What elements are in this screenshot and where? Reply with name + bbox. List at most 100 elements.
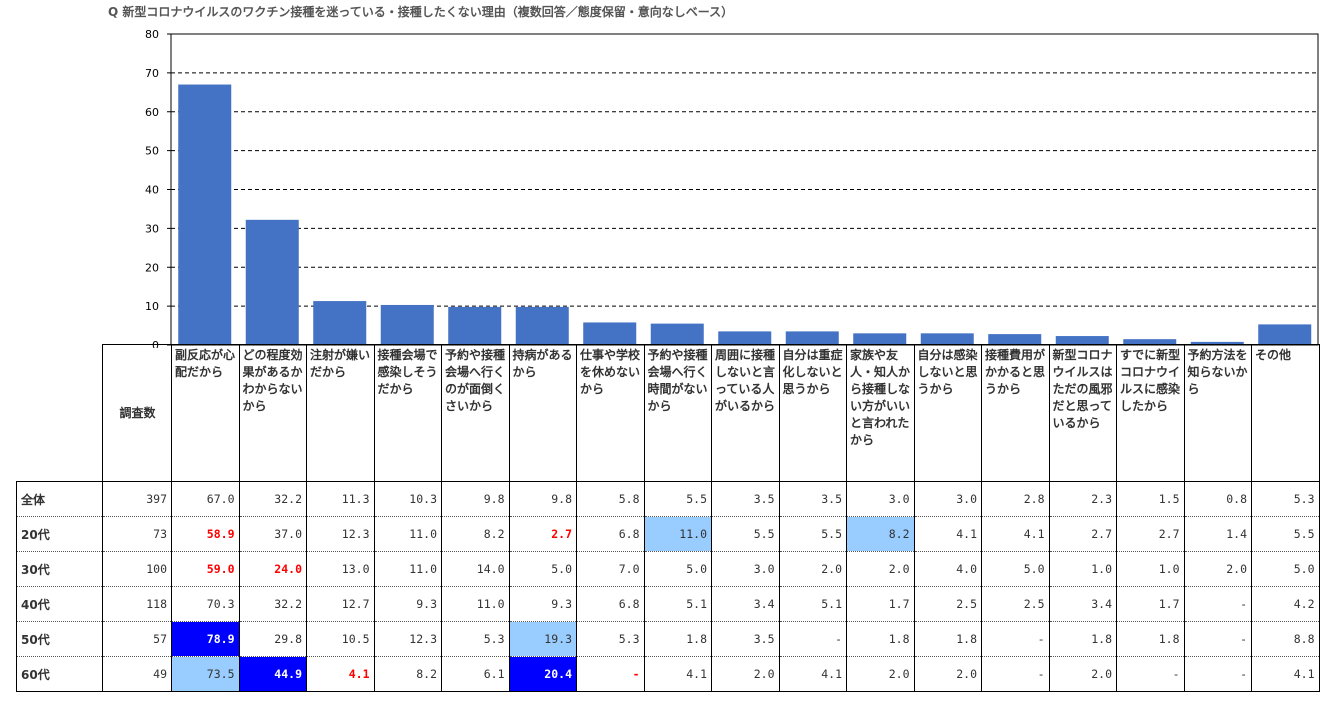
table-cell: 8.2 [846, 516, 915, 552]
table-cell: 4.1 [913, 516, 982, 552]
table-cell: 5.1 [643, 586, 712, 622]
category-header: 副反応が心配だから [171, 344, 240, 482]
table-row: 全体 397 67.0 32.2 11.3 10.3 9.8 9.8 5.8 5.5 3.5 3.5 3… [16, 481, 1320, 517]
y-tick-label: 50 [145, 145, 159, 158]
table-cell: 2.0 [1183, 551, 1252, 587]
table-cell: 24.0 [238, 551, 307, 587]
bar [583, 322, 637, 345]
bar [1055, 336, 1109, 345]
y-tick-label: 10 [145, 300, 159, 313]
bar [448, 306, 502, 345]
table-cell: 2.0 [846, 656, 915, 692]
category-header: 自分は感染しないと思うから [913, 344, 982, 482]
y-tick-label: 0 [152, 339, 159, 348]
bar [178, 84, 232, 345]
table-cell: 11.0 [441, 586, 510, 622]
row-count: 57 [102, 621, 172, 657]
bar [853, 333, 907, 345]
table-cell: 37.0 [238, 516, 307, 552]
table-cell: 5.0 [643, 551, 712, 587]
table-cell: 20.4 [508, 656, 577, 692]
table-row: 40代 118 70.3 32.2 12.7 9.3 11.0 9.3 6.8 5.1 3.4 5.1… [16, 586, 1320, 622]
table-cell: 4.1 [1251, 656, 1320, 692]
row-label: 20代 [16, 516, 103, 552]
category-header: 新型コロナウイルスはただの風邪だと思っているから [1048, 344, 1117, 482]
table-cell: 8.8 [1251, 621, 1320, 657]
table-cell: 3.0 [711, 551, 780, 587]
table-cell: 1.8 [643, 621, 712, 657]
category-header: 予約方法を知らないから [1183, 344, 1252, 482]
table-cell: 4.1 [643, 656, 712, 692]
table-cell: 3.0 [913, 481, 982, 517]
table-cell: 3.4 [711, 586, 780, 622]
table-cell: 1.0 [1048, 551, 1117, 587]
table-cell: 9.3 [508, 586, 577, 622]
table-cell: 14.0 [441, 551, 510, 587]
bar [920, 333, 974, 345]
table-cell: 1.8 [846, 621, 915, 657]
table-cell: 4.1 [778, 656, 847, 692]
table-cell: 9.8 [441, 481, 510, 517]
table-cell: 5.3 [441, 621, 510, 657]
category-header: すでに新型コロナウイルスに感染したから [1116, 344, 1185, 482]
table-cell: 1.8 [913, 621, 982, 657]
category-header: 接種会場で感染しそうだから [373, 344, 442, 482]
table-cell: 8.2 [441, 516, 510, 552]
table-row: 30代 100 59.0 24.0 13.0 11.0 14.0 5.0 7.0 5.0 3.0 2.… [16, 551, 1320, 587]
table-cell: 2.0 [1048, 656, 1117, 692]
category-header: 接種費用がかかると思うから [981, 344, 1050, 482]
bar [313, 301, 367, 345]
table-cell: 5.5 [643, 481, 712, 517]
category-header: その他 [1251, 344, 1320, 482]
category-header: 周囲に接種しないと言っている人がいるから [711, 344, 780, 482]
category-header: 自分は重症化しないと思うから [778, 344, 847, 482]
category-header: 持病があるから [508, 344, 577, 482]
table-cell: 11.3 [306, 481, 375, 517]
table-cell: 5.1 [778, 586, 847, 622]
table-cell: 5.5 [1251, 516, 1320, 552]
table-cell: 1.7 [1116, 586, 1185, 622]
table-cell: 44.9 [238, 656, 307, 692]
table-cell: 3.5 [711, 621, 780, 657]
row-count: 100 [102, 551, 172, 587]
table-cell: 5.5 [711, 516, 780, 552]
bar [515, 306, 569, 345]
table-cell: 9.3 [373, 586, 442, 622]
table-cell: 5.3 [576, 621, 645, 657]
table-cell: - [576, 656, 645, 692]
table-cell: 13.0 [306, 551, 375, 587]
table-cell: 29.8 [238, 621, 307, 657]
table-cell: 2.5 [913, 586, 982, 622]
table-cell: 2.7 [508, 516, 577, 552]
table-cell: 19.3 [508, 621, 577, 657]
row-label: 50代 [16, 621, 103, 657]
category-header: 注射が嫌いだから [306, 344, 375, 482]
table-cell: 1.5 [1116, 481, 1185, 517]
table-cell: 5.3 [1251, 481, 1320, 517]
table-cell: 0.8 [1183, 481, 1252, 517]
table-cell: 67.0 [171, 481, 240, 517]
category-header: 予約や接種会場へ行くのが面倒くさいから [441, 344, 510, 482]
table-cell: - [981, 656, 1050, 692]
table-cell: 2.7 [1116, 516, 1185, 552]
table-cell: 2.3 [1048, 481, 1117, 517]
data-table: 調査数 副反応が心配だから どの程度効果があるかわからないから 注射が嫌いだから 接種会… [16, 344, 1320, 692]
table-cell: 5.0 [981, 551, 1050, 587]
bar [245, 219, 299, 345]
table-cell: 70.3 [171, 586, 240, 622]
table-cell: 5.0 [1251, 551, 1320, 587]
table-cell: 10.5 [306, 621, 375, 657]
bar [650, 323, 704, 345]
bar [1190, 341, 1244, 345]
table-cell: 1.8 [1116, 621, 1185, 657]
table-cell: 32.2 [238, 586, 307, 622]
row-label: 60代 [16, 656, 103, 692]
bar [988, 334, 1042, 345]
table-cell: 1.7 [846, 586, 915, 622]
table-cell: 9.8 [508, 481, 577, 517]
table-cell: 1.8 [1048, 621, 1117, 657]
bar [718, 331, 772, 345]
table-cell: 5.5 [778, 516, 847, 552]
table-cell: - [1183, 586, 1252, 622]
bar [1123, 339, 1177, 345]
